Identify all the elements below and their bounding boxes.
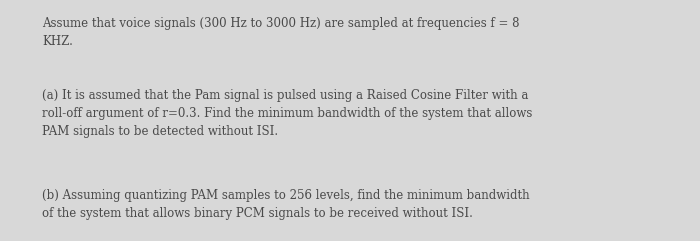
Text: (a) It is assumed that the Pam signal is pulsed using a Raised Cosine Filter wit: (a) It is assumed that the Pam signal is… [42, 89, 533, 138]
Text: (b) Assuming quantizing PAM samples to 256 levels, find the minimum bandwidth
of: (b) Assuming quantizing PAM samples to 2… [42, 189, 530, 220]
Text: Assume that voice signals (300 Hz to 3000 Hz) are sampled at frequencies f = 8
K: Assume that voice signals (300 Hz to 300… [42, 17, 519, 48]
